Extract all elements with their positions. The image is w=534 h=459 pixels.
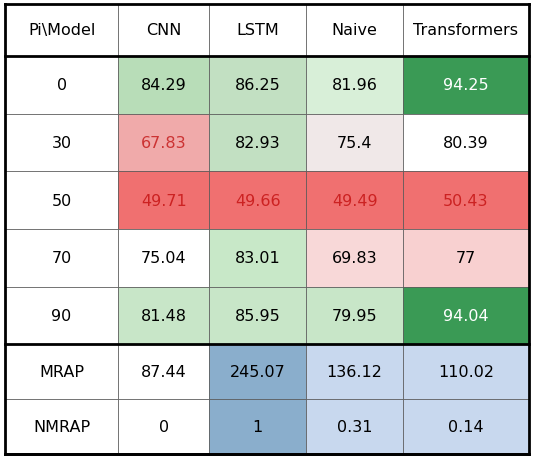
Text: 77: 77 — [456, 251, 476, 266]
Text: LSTM: LSTM — [237, 23, 279, 38]
Text: 49.49: 49.49 — [332, 193, 378, 208]
Bar — [209, 287, 306, 344]
Bar — [5, 344, 118, 399]
Bar — [403, 287, 529, 344]
Bar — [209, 172, 306, 230]
Text: 1: 1 — [253, 420, 263, 434]
Text: 85.95: 85.95 — [235, 308, 281, 323]
Bar — [118, 399, 209, 454]
Text: 69.83: 69.83 — [332, 251, 378, 266]
Text: 84.29: 84.29 — [141, 78, 186, 93]
Text: 136.12: 136.12 — [327, 364, 382, 380]
Bar — [209, 115, 306, 172]
Bar — [306, 172, 403, 230]
Bar — [118, 115, 209, 172]
Bar — [306, 230, 403, 287]
Text: 80.39: 80.39 — [443, 136, 489, 151]
Bar — [306, 399, 403, 454]
Bar — [306, 5, 403, 57]
Bar — [118, 172, 209, 230]
Bar — [5, 57, 118, 115]
Bar — [403, 5, 529, 57]
Text: 0.31: 0.31 — [337, 420, 372, 434]
Text: 49.71: 49.71 — [141, 193, 186, 208]
Text: 90: 90 — [51, 308, 72, 323]
Bar — [306, 344, 403, 399]
Bar — [403, 57, 529, 115]
Bar — [5, 115, 118, 172]
Bar — [403, 344, 529, 399]
Bar — [209, 230, 306, 287]
Text: 79.95: 79.95 — [332, 308, 378, 323]
Bar — [306, 115, 403, 172]
Text: 86.25: 86.25 — [235, 78, 281, 93]
Text: 94.25: 94.25 — [443, 78, 489, 93]
Text: Transformers: Transformers — [413, 23, 519, 38]
Text: 50: 50 — [51, 193, 72, 208]
Bar — [118, 344, 209, 399]
Bar — [403, 115, 529, 172]
Text: 75.04: 75.04 — [141, 251, 186, 266]
Bar — [118, 57, 209, 115]
Text: MRAP: MRAP — [39, 364, 84, 380]
Bar — [5, 172, 118, 230]
Bar — [5, 287, 118, 344]
Text: 83.01: 83.01 — [235, 251, 281, 266]
Text: CNN: CNN — [146, 23, 182, 38]
Bar — [118, 5, 209, 57]
Text: 110.02: 110.02 — [438, 364, 494, 380]
Bar — [403, 230, 529, 287]
Text: 67.83: 67.83 — [141, 136, 186, 151]
Text: 94.04: 94.04 — [443, 308, 489, 323]
Bar — [118, 287, 209, 344]
Bar — [209, 57, 306, 115]
Text: 50.43: 50.43 — [443, 193, 489, 208]
Bar — [403, 399, 529, 454]
Text: 70: 70 — [51, 251, 72, 266]
Bar — [209, 399, 306, 454]
Text: Naive: Naive — [332, 23, 378, 38]
Bar — [306, 57, 403, 115]
Text: 49.66: 49.66 — [235, 193, 281, 208]
Bar — [209, 344, 306, 399]
Text: 75.4: 75.4 — [337, 136, 372, 151]
Bar — [403, 172, 529, 230]
Text: 245.07: 245.07 — [230, 364, 286, 380]
Text: NMRAP: NMRAP — [33, 420, 90, 434]
Bar — [306, 287, 403, 344]
Text: 81.96: 81.96 — [332, 78, 378, 93]
Bar — [5, 399, 118, 454]
Text: 87.44: 87.44 — [141, 364, 186, 380]
Bar — [5, 230, 118, 287]
Text: 82.93: 82.93 — [235, 136, 281, 151]
Text: 0: 0 — [57, 78, 67, 93]
Text: 30: 30 — [52, 136, 72, 151]
Text: 81.48: 81.48 — [140, 308, 187, 323]
Text: 0.14: 0.14 — [448, 420, 484, 434]
Bar — [209, 5, 306, 57]
Text: 0: 0 — [159, 420, 169, 434]
Text: Pi\Model: Pi\Model — [28, 23, 95, 38]
Bar — [118, 230, 209, 287]
Bar — [5, 5, 118, 57]
